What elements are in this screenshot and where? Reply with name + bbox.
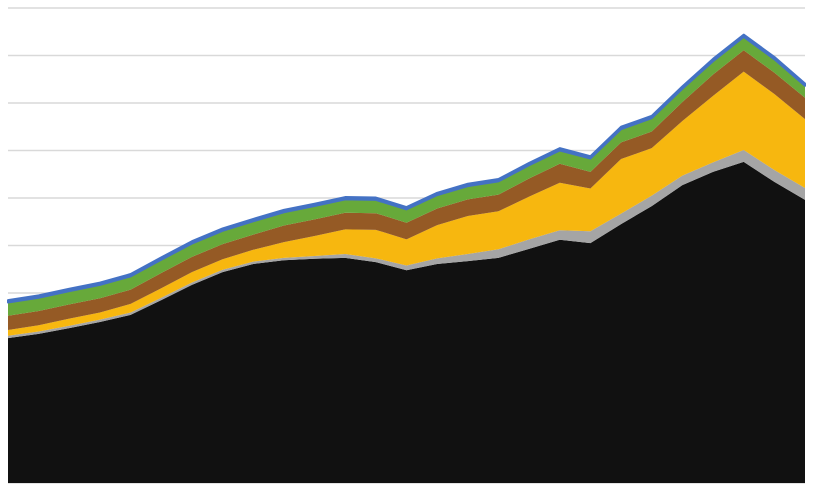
area [7, 33, 806, 304]
area [8, 36, 805, 316]
area [8, 161, 805, 483]
area [8, 50, 805, 331]
area [8, 71, 805, 336]
